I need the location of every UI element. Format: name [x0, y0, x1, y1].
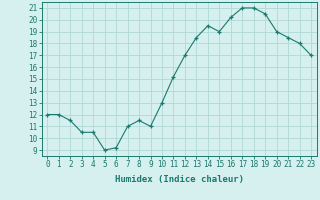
X-axis label: Humidex (Indice chaleur): Humidex (Indice chaleur): [115, 175, 244, 184]
